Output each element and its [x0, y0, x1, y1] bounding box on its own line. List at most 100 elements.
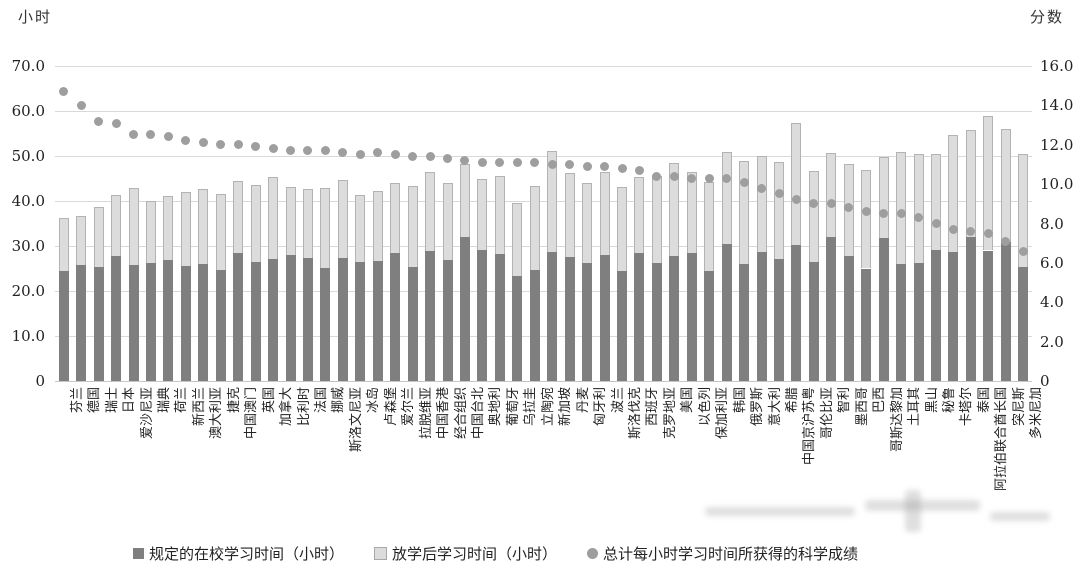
bar-afterschool-time: [1018, 154, 1029, 267]
bar-school-time: [913, 263, 924, 381]
bar-afterschool-time: [233, 180, 244, 254]
score-dot: [774, 189, 784, 199]
bar-afterschool-time: [145, 201, 156, 264]
x-axis-label: 智利: [837, 387, 853, 414]
score-dot: [931, 219, 941, 228]
score-dot: [617, 163, 627, 173]
bar-afterschool-time: [355, 195, 366, 263]
score-dot: [669, 171, 679, 181]
score-dot: [111, 118, 121, 128]
bar-afterschool-time: [372, 190, 383, 261]
bar-afterschool-time: [808, 171, 819, 262]
legend-square-dark-icon: [133, 548, 144, 559]
bar-school-time: [93, 266, 104, 381]
bar-afterschool-time: [669, 163, 680, 256]
bar-afterschool-time: [76, 216, 87, 266]
x-axis-label: 俄罗斯: [750, 387, 766, 427]
x-axis-label: 巴西: [872, 387, 888, 414]
score-dot: [530, 157, 540, 167]
score-dot: [146, 130, 156, 140]
bar-afterschool-time: [180, 191, 191, 266]
x-axis-label: 中国京沪苏粤: [802, 387, 818, 466]
x-axis-label: 卡塔尔: [959, 387, 975, 427]
gridline: [55, 111, 1032, 112]
score-dot: [303, 146, 313, 156]
score-dot: [286, 146, 296, 156]
score-dot: [914, 213, 924, 223]
bar-afterschool-time: [407, 186, 418, 268]
bar-school-time: [198, 264, 209, 381]
bar-afterschool-time: [58, 217, 69, 272]
gridline: [55, 291, 1032, 292]
bar-afterschool-time: [896, 152, 907, 264]
score-dot: [443, 154, 453, 164]
score-dot: [547, 159, 557, 169]
bar-afterschool-time: [913, 154, 924, 264]
right-axis-tick-label: 10.0: [1040, 175, 1074, 194]
bar-afterschool-time: [791, 122, 802, 246]
x-axis-label: 捷克: [226, 387, 242, 414]
gridline: [55, 201, 1032, 202]
bar-school-time: [145, 263, 156, 381]
bar-school-time: [407, 267, 418, 381]
score-dot: [373, 148, 383, 158]
bar-school-time: [512, 275, 523, 381]
bar-afterschool-time: [337, 180, 348, 259]
bar-school-time: [285, 255, 296, 381]
score-dot: [600, 161, 610, 171]
bar-afterschool-time: [721, 152, 732, 245]
watermark-smudge: [990, 512, 1050, 521]
bar-school-time: [58, 271, 69, 381]
bar-school-time: [425, 250, 436, 381]
bar-school-time: [965, 237, 976, 381]
x-axis-label: 哥斯达黎加: [889, 387, 905, 453]
bar-school-time: [791, 245, 802, 381]
bar-school-time: [320, 267, 331, 381]
score-dot: [861, 207, 871, 217]
x-axis-label: 美国: [680, 387, 696, 414]
score-dot: [1018, 246, 1028, 256]
bar-afterschool-time: [564, 172, 575, 258]
x-axis-label: 中国台北: [470, 387, 486, 440]
bar-afterschool-time: [250, 184, 261, 262]
gridline: [55, 156, 1032, 157]
bar-school-time: [268, 259, 279, 381]
bar-afterschool-time: [861, 169, 872, 269]
bar-afterschool-time: [320, 187, 331, 268]
x-axis-label: 以色列: [697, 387, 713, 427]
score-dot: [233, 140, 243, 150]
score-dot: [390, 150, 400, 160]
bar-afterschool-time: [739, 161, 750, 264]
score-dot: [704, 173, 714, 183]
score-dot: [216, 140, 226, 150]
bar-school-time: [931, 249, 942, 381]
bar-school-time: [337, 258, 348, 381]
x-axis-label: 比利时: [296, 387, 312, 427]
x-axis-label: 波兰: [610, 387, 626, 414]
bar-school-time: [390, 252, 401, 381]
score-dot: [460, 156, 470, 165]
gridline: [55, 381, 1032, 382]
score-dot: [826, 199, 836, 209]
bar-school-time: [843, 255, 854, 381]
bar-afterschool-time: [302, 188, 313, 258]
bar-school-time: [686, 252, 697, 381]
left-axis-tick-label: 60.0: [11, 102, 45, 120]
right-axis-tick-label: 12.0: [1040, 135, 1074, 154]
bar-afterschool-time: [1000, 129, 1011, 242]
score-dot: [94, 116, 104, 126]
bar-school-time: [111, 255, 122, 381]
x-axis-label: 澳大利亚: [209, 387, 225, 440]
x-axis-label: 克罗地亚: [662, 387, 678, 440]
bar-school-time: [442, 259, 453, 381]
bar-afterschool-time: [198, 188, 209, 265]
x-axis-label: 日本: [122, 387, 138, 414]
x-axis-label: 中国香港: [436, 387, 452, 440]
bar-school-time: [128, 264, 139, 381]
bar-afterschool-time: [425, 171, 436, 251]
score-dot: [844, 203, 854, 213]
x-axis-label: 奥地利: [488, 387, 504, 427]
left-axis-tick-label: 20.0: [11, 282, 45, 300]
x-axis-label: 黑山: [924, 387, 940, 414]
bar-afterschool-time: [599, 172, 610, 256]
